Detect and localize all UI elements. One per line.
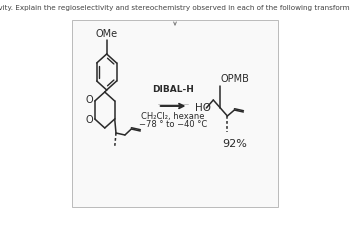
FancyBboxPatch shape [71,20,279,207]
Text: CH₂Cl₂, hexane: CH₂Cl₂, hexane [141,112,205,121]
Text: HO: HO [195,103,211,113]
Text: O: O [86,95,93,105]
Text: 92%: 92% [222,139,247,149]
Text: −78 ° to −40 °C: −78 ° to −40 °C [139,120,207,129]
Text: OMe: OMe [96,29,118,39]
Text: OPMB: OPMB [221,74,250,84]
Text: DIBAL-H: DIBAL-H [152,85,194,94]
Text: O: O [86,115,93,125]
Text: Reactivity. Explain the regioselectivity and stereochemistry observed in each of: Reactivity. Explain the regioselectivity… [0,5,350,11]
